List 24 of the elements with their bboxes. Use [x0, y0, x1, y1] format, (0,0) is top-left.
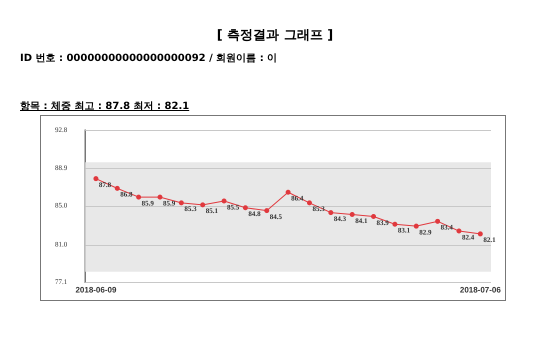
point	[306, 200, 312, 206]
point	[286, 190, 291, 195]
point	[350, 212, 355, 218]
x-tick-label: 2018-06-09	[75, 285, 117, 294]
point	[178, 200, 184, 206]
x-tick-label: 2018-07-06	[460, 285, 502, 294]
point	[222, 198, 227, 204]
point	[392, 222, 398, 227]
point	[264, 208, 270, 214]
chart-title: [ 측정결과 그래프 ]	[216, 27, 334, 44]
point	[456, 228, 462, 234]
point	[136, 194, 142, 200]
point	[371, 214, 376, 219]
point	[328, 210, 334, 216]
point	[157, 194, 162, 200]
point	[93, 176, 98, 182]
point	[435, 218, 440, 224]
point	[114, 186, 120, 191]
point	[200, 202, 206, 208]
point	[414, 224, 419, 229]
point	[478, 231, 483, 236]
text: ID 번호 : 00000000000000000092 / 회원이름 : 이	[20, 52, 278, 65]
text: 항목 : 체중 최고 : 87.8 최저 : 82.1	[20, 100, 190, 113]
point	[242, 205, 248, 210]
